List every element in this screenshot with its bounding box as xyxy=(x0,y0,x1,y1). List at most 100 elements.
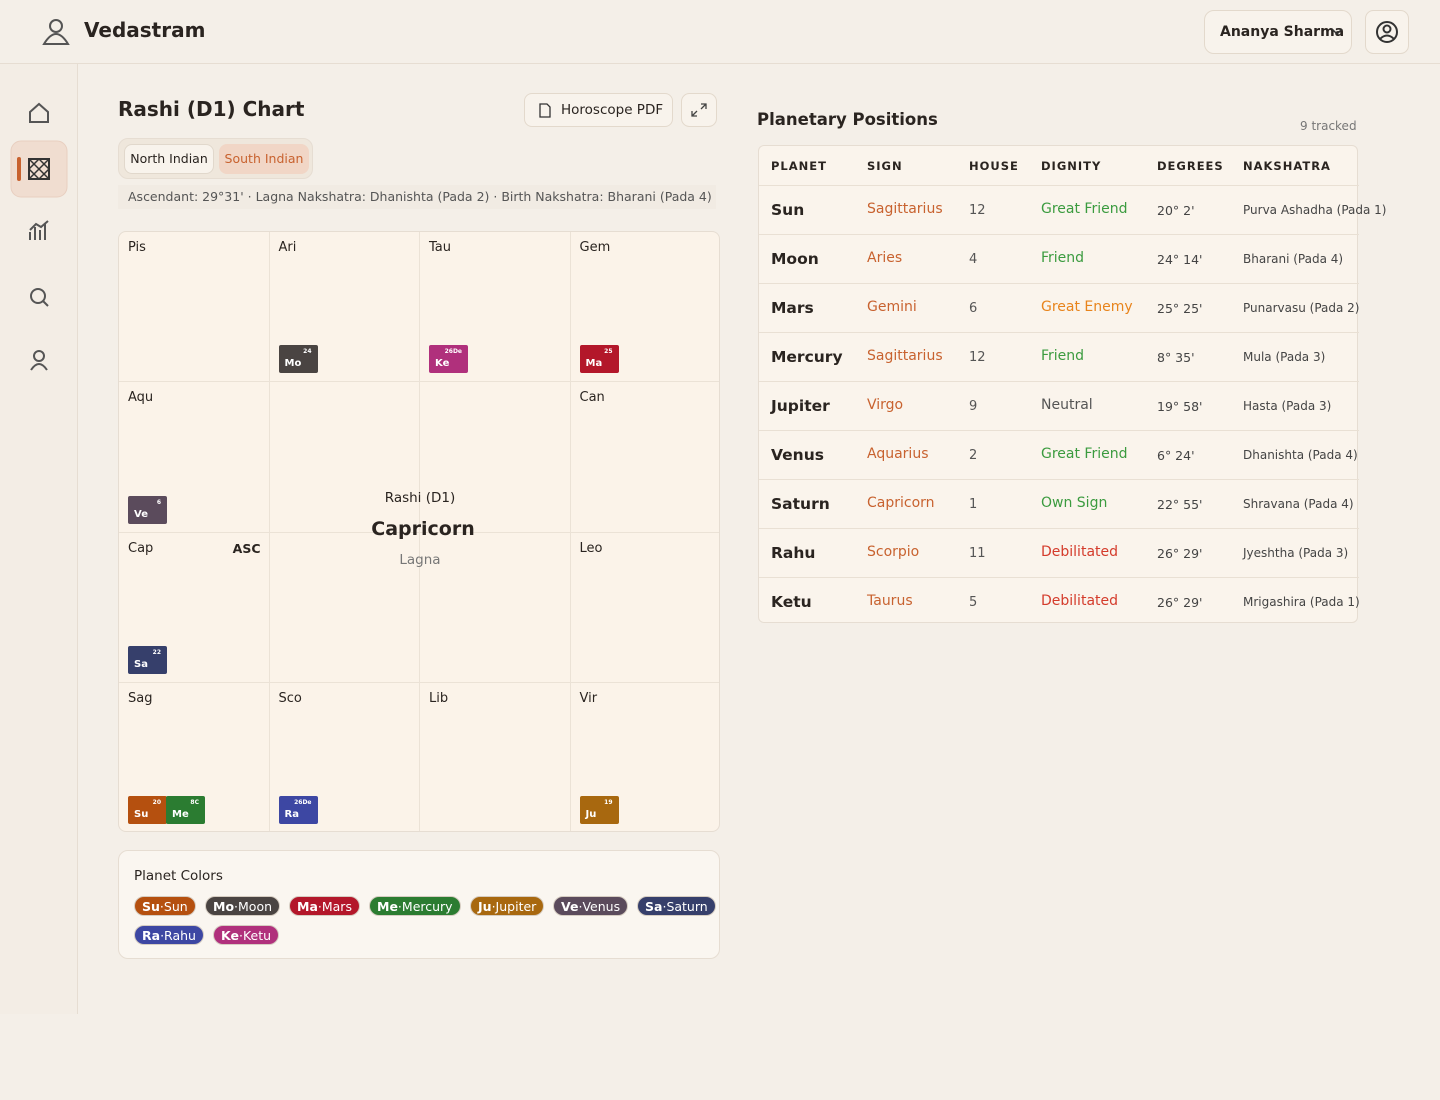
legend-sep: · xyxy=(578,899,583,914)
table-row: Moon Aries 4 Friend 24° 14' Bharani (Pada 4) xyxy=(759,234,1359,283)
legend-sep: · xyxy=(238,928,243,943)
nav-search[interactable] xyxy=(30,288,49,307)
cell-sign: Scorpio xyxy=(867,544,920,560)
planet-chip: Ve 6 xyxy=(128,495,167,524)
cell-sign: Aquarius xyxy=(867,446,929,462)
cell-sign: Aries xyxy=(867,250,903,266)
cell-dignity: Great Enemy xyxy=(1041,299,1133,315)
column-header: NAKSHATRA xyxy=(1243,159,1331,173)
legend-title: Planet Colors xyxy=(134,868,223,884)
column-header: PLANET xyxy=(771,159,827,173)
cell-house: 12 xyxy=(969,350,986,365)
house-sign: Vir xyxy=(579,690,598,706)
logo xyxy=(42,19,70,45)
house-cell: Aqu Ve 6 xyxy=(119,382,270,533)
table-row: Rahu Scorpio 11 Debilitated 26° 29' Jyeshtha … xyxy=(759,528,1359,577)
house-sign: Sag xyxy=(128,690,153,706)
chart-title: Rashi (D1) Chart xyxy=(118,97,305,121)
nav-analytics[interactable] xyxy=(29,220,49,240)
toggle-south[interactable]: South Indian xyxy=(219,144,309,174)
chevron xyxy=(1331,28,1343,36)
planet-chip: Me 8C xyxy=(166,796,205,824)
column-header: SIGN xyxy=(867,159,903,173)
planet-chip: Ju 19 xyxy=(579,796,619,824)
house-sign: Ari xyxy=(278,240,297,255)
cell-nakshatra: Jyeshtha (Pada 3) xyxy=(1243,546,1349,560)
center-cell xyxy=(420,532,571,683)
chip-degree: 26De xyxy=(294,799,312,806)
house-sign: Aqu xyxy=(128,390,154,406)
legend-name: Mercury xyxy=(401,899,453,914)
chip-abbr: Mo xyxy=(284,358,302,370)
legend-abbr: Ma xyxy=(297,899,318,914)
legend-abbr: Mo xyxy=(213,899,235,914)
table-row: Venus Aquarius 2 Great Friend 6° 24' Dhanisht… xyxy=(759,430,1359,479)
legend-abbr: Ve xyxy=(561,899,579,914)
house-sign: Pis xyxy=(128,240,146,255)
cell-degrees: 26° 29' xyxy=(1157,546,1203,561)
cell-planet: Venus xyxy=(771,446,824,464)
legend-item: Ke·Ketu xyxy=(213,925,280,945)
table-title: Planetary Positions xyxy=(757,110,938,129)
cell-sign: Virgo xyxy=(867,397,904,413)
legend-name: Sun xyxy=(163,899,188,914)
house-cell: Lib xyxy=(420,682,571,831)
cell-planet: Ketu xyxy=(771,593,812,611)
chip-abbr: Sa xyxy=(134,658,148,670)
expand-button[interactable] xyxy=(681,93,717,127)
table-row: Saturn Capricorn 1 Own Sign 22° 55' Shravana … xyxy=(759,479,1359,528)
legend-sep: · xyxy=(159,899,164,914)
pdf-button[interactable]: Horoscope PDF xyxy=(524,93,673,127)
cell-planet: Saturn xyxy=(771,495,830,513)
chip-abbr: Me xyxy=(172,809,189,820)
nav-chart[interactable] xyxy=(10,140,68,198)
house-sign: Lib xyxy=(429,690,449,706)
house-cell: Pis xyxy=(119,232,270,383)
chip-degree: 6 xyxy=(156,498,161,506)
legend-sep: · xyxy=(317,899,322,914)
planet-chip: Mo 24 xyxy=(278,345,318,374)
cell-planet: Moon xyxy=(771,250,819,268)
legend-abbr: Sa xyxy=(645,899,663,914)
rashi-grid: Pis Ari Mo 24 Tau Ke 26De Gem Ma 25 Can Leo Vir Ju 19 L… xyxy=(118,231,720,832)
cell-sign: Sagittarius xyxy=(867,348,943,364)
chip-degree: 24 xyxy=(303,348,312,356)
cell-dignity: Friend xyxy=(1041,250,1085,266)
legend-sep: · xyxy=(491,899,496,914)
cell-degrees: 26° 29' xyxy=(1157,595,1203,610)
cell-nakshatra: Hasta (Pada 3) xyxy=(1243,399,1332,413)
chip-degree: 25 xyxy=(604,348,613,356)
planet-chip: Sa 22 xyxy=(128,645,167,674)
legend-abbr: Su xyxy=(142,899,160,914)
house-sign: Leo xyxy=(579,540,603,556)
center-sign: Capricorn xyxy=(371,518,475,540)
house-cell: Tau Ke 26De xyxy=(420,232,571,383)
legend-item: Sa·Saturn xyxy=(637,896,716,916)
pdf-label: Horoscope PDF xyxy=(561,102,664,118)
legend-abbr: Ke xyxy=(221,928,239,943)
nav-profile[interactable] xyxy=(30,350,48,371)
cell-house: 2 xyxy=(969,448,978,463)
user-menu[interactable]: Ananya Sharma xyxy=(1204,10,1352,54)
positions-table: PLANET SIGN HOUSE DIGNITY DEGREES NAKSHATRA Su… xyxy=(758,145,1386,623)
account-button[interactable] xyxy=(1365,10,1409,54)
house-cell: Ari Mo 24 xyxy=(269,232,420,383)
house-cell: Gem Ma 25 xyxy=(570,232,719,383)
column-header: HOUSE xyxy=(969,159,1019,173)
column-header: DIGNITY xyxy=(1041,159,1102,173)
planet-chip: Ra 26De xyxy=(278,796,318,824)
house-cell: Sag Su 20 Me 8C xyxy=(119,682,270,831)
legend-item: Ma·Mars xyxy=(289,896,360,916)
cell-planet: Jupiter xyxy=(771,397,830,415)
center-cell xyxy=(269,532,420,683)
toggle-north[interactable]: North Indian xyxy=(124,144,214,174)
cell-house: 1 xyxy=(969,497,978,512)
brand: Vedastram xyxy=(84,18,206,42)
house-cell: Leo xyxy=(570,533,719,683)
nav-home[interactable] xyxy=(29,102,49,123)
chip-degree: 8C xyxy=(190,799,199,806)
legend-item: Ra·Rahu xyxy=(134,925,204,945)
chart-info: Ascendant: 29°31' · Lagna Nakshatra: Dha… xyxy=(118,185,716,209)
chip-degree: 22 xyxy=(152,648,161,656)
cell-sign: Sagittarius xyxy=(867,201,943,217)
